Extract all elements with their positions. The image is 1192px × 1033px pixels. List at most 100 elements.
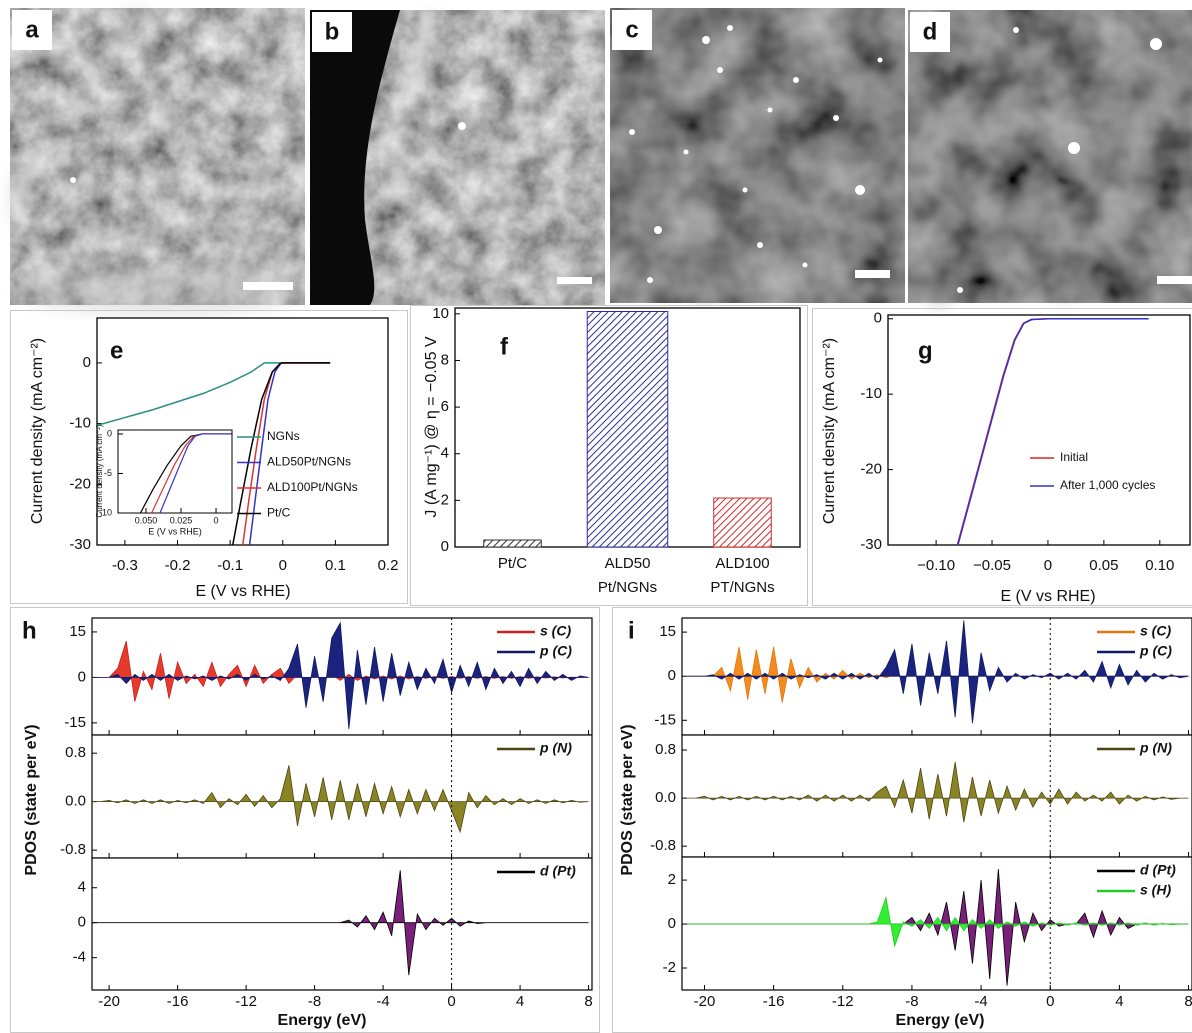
legend-label: Initial bbox=[1060, 450, 1088, 464]
image-a bbox=[10, 8, 305, 315]
series-group bbox=[956, 318, 1149, 546]
series-line bbox=[957, 318, 1149, 546]
legend-label: s (C) bbox=[540, 623, 571, 639]
y-tick-label: 2 bbox=[668, 871, 676, 888]
y-tick-label: 0 bbox=[874, 310, 882, 327]
x-tick-label: -16 bbox=[167, 993, 189, 1010]
y-tick-label: 0 bbox=[441, 538, 449, 555]
x-axis-label: Energy (eV) bbox=[278, 1012, 367, 1029]
x-tick-label: -4 bbox=[376, 993, 389, 1010]
y-tick-label: -15 bbox=[64, 714, 86, 731]
y-tick-label: 2 bbox=[441, 491, 449, 508]
y-tick-label: 4 bbox=[78, 879, 86, 896]
pdos-area bbox=[92, 765, 589, 834]
y-tick-label: -4 bbox=[73, 949, 86, 966]
legend-label: p (N) bbox=[539, 740, 572, 756]
y-tick-label: 0 bbox=[78, 668, 86, 685]
y-tick-label: 6 bbox=[441, 398, 449, 415]
pdos-area bbox=[687, 620, 1189, 724]
y-axis-label: Current density (mA cm⁻²) bbox=[821, 338, 838, 524]
y-axis-label: PDOS (state per eV) bbox=[619, 724, 636, 875]
x-tick-label: -8 bbox=[905, 993, 918, 1010]
y-tick-label: 0.0 bbox=[65, 793, 86, 810]
series-group bbox=[687, 620, 1189, 724]
y-tick-label: 4 bbox=[441, 445, 449, 462]
y-tick-label: -10 bbox=[99, 507, 112, 517]
x-tick-label: −0.05 bbox=[973, 557, 1011, 574]
y-tick-label: 10 bbox=[432, 305, 449, 322]
image-c bbox=[610, 8, 906, 305]
pdos-area bbox=[92, 870, 589, 976]
x-axis-label: Energy (eV) bbox=[896, 1012, 985, 1029]
image-b bbox=[310, 10, 605, 305]
y-tick-label: 0 bbox=[668, 915, 676, 932]
panel-label: f bbox=[500, 333, 509, 360]
x-tick-label: 8 bbox=[1184, 993, 1192, 1010]
x-axis-label: E (V vs RHE) bbox=[1000, 588, 1095, 605]
legend-label: p (C) bbox=[539, 643, 572, 659]
x-tick-label: -16 bbox=[763, 993, 785, 1010]
y-tick-label: 0.0 bbox=[655, 789, 676, 806]
y-tick-label: -20 bbox=[69, 475, 91, 492]
y-tick-label: -20 bbox=[860, 461, 882, 478]
y-axis-label: Current density (mA cm⁻²) bbox=[29, 338, 46, 524]
x-tick-label: 8 bbox=[584, 993, 592, 1010]
image-label-box bbox=[612, 10, 652, 50]
x-tick-label: -0.3 bbox=[112, 557, 138, 574]
x-tick-label: 0.1 bbox=[325, 557, 346, 574]
y-tick-label: 0.8 bbox=[655, 741, 676, 758]
pdos-area bbox=[687, 896, 1189, 948]
series-group bbox=[92, 621, 589, 729]
plot-frame bbox=[91, 857, 593, 991]
x-tick-label: 0.025 bbox=[170, 515, 193, 525]
x-tick-label: -20 bbox=[98, 993, 120, 1010]
x-tick-label: 4 bbox=[1115, 993, 1123, 1010]
legend-label: p (N) bbox=[1139, 740, 1172, 756]
bar bbox=[586, 310, 669, 548]
legend-label: s (C) bbox=[1140, 623, 1171, 639]
legend-label: d (Pt) bbox=[1140, 862, 1176, 878]
plot-frame bbox=[887, 314, 1191, 546]
x-tick-label: 0.050 bbox=[135, 515, 158, 525]
x-tick-label: -8 bbox=[308, 993, 321, 1010]
plot-frame bbox=[117, 429, 233, 514]
image-label: b bbox=[325, 18, 340, 45]
x-tick-label: -0.1 bbox=[217, 557, 243, 574]
legend-label: After 1,000 cycles bbox=[1060, 478, 1155, 492]
image-label-box bbox=[12, 10, 52, 50]
legend-label: p (C) bbox=[1139, 643, 1172, 659]
legend-label: s (H) bbox=[1140, 882, 1171, 898]
x-tick-label: 4 bbox=[516, 993, 524, 1010]
y-axis-label: J (A mg⁻¹) @ η = −0.05 V bbox=[423, 336, 440, 518]
x-tick-label: 0.10 bbox=[1145, 557, 1174, 574]
y-axis-label: PDOS (state per eV) bbox=[23, 724, 40, 875]
x-tick-label: 0 bbox=[1044, 557, 1052, 574]
series-group bbox=[687, 869, 1189, 986]
x-tick-label: ALD100 PT/NGNs bbox=[710, 555, 774, 596]
x-tick-label: -4 bbox=[974, 993, 987, 1010]
y-tick-label: -10 bbox=[860, 385, 882, 402]
x-tick-label: 0.05 bbox=[1089, 557, 1118, 574]
x-tick-label: -20 bbox=[694, 993, 716, 1010]
image-label-box bbox=[910, 12, 950, 52]
x-tick-label: -0.2 bbox=[165, 557, 191, 574]
x-axis-label: E (V vs RHE) bbox=[195, 583, 290, 600]
series-line bbox=[232, 362, 331, 546]
bar bbox=[483, 539, 542, 548]
x-tick-label: -12 bbox=[832, 993, 854, 1010]
series-group bbox=[92, 870, 589, 976]
image-label: c bbox=[625, 16, 638, 43]
panel-frames bbox=[10, 305, 1192, 1033]
x-tick-label: 0 bbox=[214, 515, 219, 525]
pdos-area bbox=[687, 761, 1189, 823]
y-tick-label: -10 bbox=[69, 415, 91, 432]
series-group bbox=[687, 761, 1189, 823]
x-tick-label: 0 bbox=[279, 557, 287, 574]
legend-label: ALD100Pt/NGNs bbox=[267, 480, 358, 494]
image-label: a bbox=[25, 16, 39, 43]
series-group bbox=[139, 433, 232, 514]
x-tick-label: -12 bbox=[235, 993, 257, 1010]
y-tick-label: 15 bbox=[659, 623, 676, 640]
